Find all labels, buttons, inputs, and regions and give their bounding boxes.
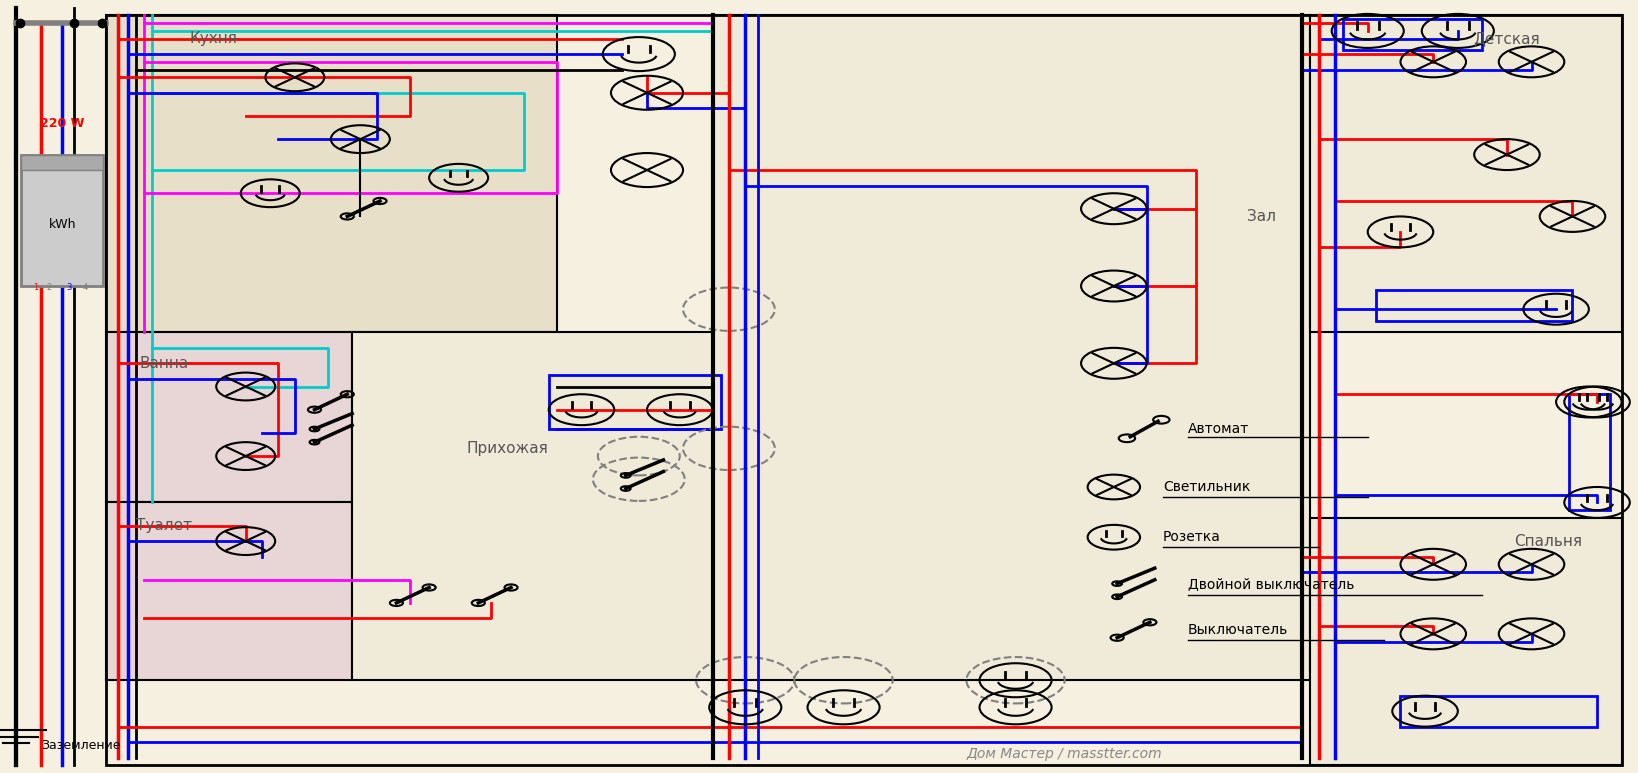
Bar: [106, 332, 352, 502]
Bar: [1376, 290, 1572, 321]
Text: Светильник: Светильник: [1163, 480, 1250, 494]
Text: 2: 2: [46, 283, 52, 292]
Text: Прихожая: Прихожая: [467, 441, 549, 456]
Text: Заземление: Заземление: [41, 740, 121, 752]
Text: 3: 3: [66, 283, 72, 292]
Bar: [1310, 15, 1622, 332]
Text: Спальня: Спальня: [1514, 533, 1582, 549]
Text: 4: 4: [82, 283, 88, 292]
Bar: [1343, 19, 1482, 50]
Text: Туалет: Туалет: [136, 518, 192, 533]
Text: 220 W: 220 W: [39, 117, 85, 130]
Bar: [106, 15, 557, 332]
Text: Зал: Зал: [1247, 209, 1276, 224]
Bar: [106, 502, 352, 680]
Bar: [713, 15, 1310, 680]
Text: Выключатель: Выключатель: [1188, 623, 1287, 637]
Text: 1: 1: [33, 283, 39, 292]
Text: Детская: Детская: [1474, 31, 1540, 46]
Bar: [21, 155, 103, 170]
Bar: [1400, 696, 1597, 727]
Text: Ванна: Ванна: [139, 356, 188, 371]
Bar: [21, 155, 103, 286]
Bar: [1310, 518, 1622, 765]
Text: kWh: kWh: [49, 218, 75, 230]
Text: Кухня: Кухня: [188, 31, 238, 46]
Text: Двойной выключатель: Двойной выключатель: [1188, 577, 1355, 591]
Text: Дом Мастер / masstter.com: Дом Мастер / masstter.com: [966, 747, 1163, 761]
Text: Автомат: Автомат: [1188, 422, 1248, 436]
Bar: [352, 332, 713, 680]
Text: Розетка: Розетка: [1163, 530, 1220, 544]
Bar: [549, 375, 721, 429]
Bar: [1569, 394, 1610, 510]
